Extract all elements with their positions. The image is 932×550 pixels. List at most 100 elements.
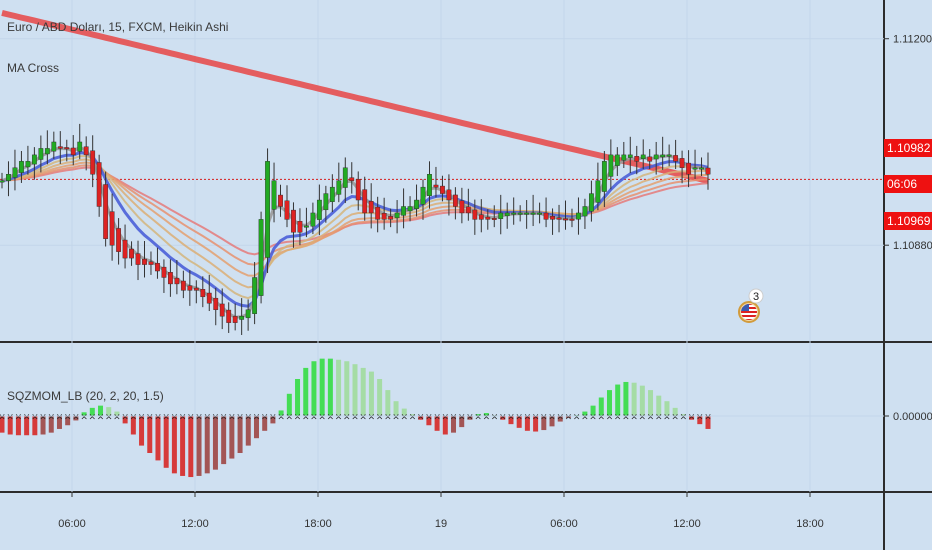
bear-candle xyxy=(550,215,555,220)
squeeze-cross-marker: × xyxy=(294,413,302,423)
bear-candle xyxy=(83,146,89,156)
bear-candle xyxy=(142,258,147,265)
squeeze-cross-marker: × xyxy=(64,413,72,423)
ma-cross-indicator-label[interactable]: MA Cross xyxy=(7,61,60,75)
time-tick-label: 19 xyxy=(435,518,447,530)
momentum-bar xyxy=(368,371,374,416)
momentum-bar xyxy=(500,416,506,420)
momentum-bar xyxy=(147,416,153,453)
bull-candle xyxy=(265,161,270,258)
momentum-bar xyxy=(0,416,5,433)
bull-candle xyxy=(414,199,419,209)
momentum-bar xyxy=(385,390,391,416)
bear-candle xyxy=(472,209,478,220)
squeeze-cross-marker: × xyxy=(384,413,392,423)
bear-candle xyxy=(90,150,96,175)
bear-candle xyxy=(219,303,225,317)
momentum-bar xyxy=(32,416,38,436)
squeeze-cross-marker: × xyxy=(236,413,244,423)
bear-candle xyxy=(452,194,458,207)
momentum-bar xyxy=(516,416,522,428)
momentum-bar xyxy=(270,416,276,424)
bull-candle xyxy=(621,154,627,161)
momentum-bar xyxy=(697,416,703,425)
momentum-bar xyxy=(631,382,637,416)
bear-candle xyxy=(161,266,167,278)
bull-candle xyxy=(420,186,426,205)
squeeze-cross-marker: × xyxy=(203,413,211,423)
squeeze-cross-marker: × xyxy=(417,413,425,423)
bull-candle xyxy=(304,225,309,228)
bull-candle xyxy=(51,141,57,152)
squeeze-cross-marker: × xyxy=(277,413,285,423)
momentum-bar xyxy=(171,416,177,474)
bear-candle xyxy=(563,218,568,221)
momentum-bar xyxy=(418,416,424,420)
bull-candle xyxy=(0,180,5,183)
bull-candle xyxy=(666,154,672,157)
bear-candle xyxy=(180,280,186,291)
momentum-bar xyxy=(483,413,489,416)
momentum-bar xyxy=(459,416,465,428)
momentum-bar xyxy=(73,416,79,421)
symbol-title[interactable]: Euro / ABD Doları, 15, FXCM, Heikin Ashi xyxy=(7,20,229,34)
momentum-bar xyxy=(426,416,432,426)
momentum-bar xyxy=(89,407,95,416)
momentum-bar xyxy=(327,358,333,416)
bear-candle xyxy=(206,292,212,304)
bull-candle xyxy=(394,212,400,219)
bull-candle xyxy=(271,180,277,210)
squeeze-cross-marker: × xyxy=(548,413,556,423)
bear-candle xyxy=(381,213,387,220)
bear-candle xyxy=(647,156,653,162)
squeeze-cross-marker: × xyxy=(162,413,170,423)
momentum-bar xyxy=(582,411,588,416)
squeeze-cross-marker: × xyxy=(450,413,458,423)
squeeze-cross-marker: × xyxy=(647,413,655,423)
ma-slow-line xyxy=(1,9,709,184)
bull-candle xyxy=(589,193,594,212)
squeeze-cross-marker: × xyxy=(80,413,88,423)
bull-candle xyxy=(530,212,536,215)
bear-candle xyxy=(543,212,549,220)
us-flag-event-icon[interactable]: 3 xyxy=(738,288,764,332)
bear-candle xyxy=(388,216,394,220)
squeeze-cross-marker: × xyxy=(228,413,236,423)
bear-candle xyxy=(193,287,199,291)
momentum-bar xyxy=(65,416,71,426)
oscillator-title[interactable]: SQZMOM_LB (20, 2, 20, 1.5) xyxy=(7,389,164,403)
momentum-bar xyxy=(221,416,227,465)
bear-candle xyxy=(349,177,355,181)
momentum-bar xyxy=(237,416,243,453)
momentum-bar xyxy=(262,416,268,431)
bear-candle xyxy=(433,184,439,188)
squeeze-cross-marker: × xyxy=(614,413,622,423)
bear-candle xyxy=(174,277,180,285)
momentum-bar xyxy=(656,395,662,416)
bear-candle xyxy=(634,156,640,162)
squeeze-cross-marker: × xyxy=(31,413,39,423)
squeeze-cross-marker: × xyxy=(409,413,417,423)
bear-candle xyxy=(213,297,219,310)
squeeze-cross-marker: × xyxy=(515,413,523,423)
price-tick-label: 1.11200 xyxy=(893,34,932,46)
bear-candle xyxy=(478,214,484,220)
squeeze-cross-marker: × xyxy=(261,413,269,423)
momentum-histogram: × × × × × × × × × × × × × × × × × × × × × × × × × × × × × × × × × × × × × × × ×… xyxy=(0,358,884,478)
bull-candle xyxy=(25,161,31,168)
squeeze-cross-marker: × xyxy=(368,413,376,423)
momentum-bar xyxy=(648,390,654,416)
squeeze-cross-marker: × xyxy=(154,413,162,423)
squeeze-cross-marker: × xyxy=(286,413,294,423)
squeeze-cross-marker: × xyxy=(499,413,507,423)
squeeze-cross-marker: × xyxy=(639,413,647,423)
momentum-bar xyxy=(705,416,711,429)
bear-candle xyxy=(187,285,193,291)
squeeze-cross-marker: × xyxy=(474,413,482,423)
bull-candle xyxy=(31,154,37,165)
squeeze-cross-marker: × xyxy=(433,413,441,423)
momentum-bar xyxy=(606,390,612,416)
momentum-bar xyxy=(81,412,87,416)
momentum-bar xyxy=(212,416,218,470)
bear-candle xyxy=(226,309,232,323)
